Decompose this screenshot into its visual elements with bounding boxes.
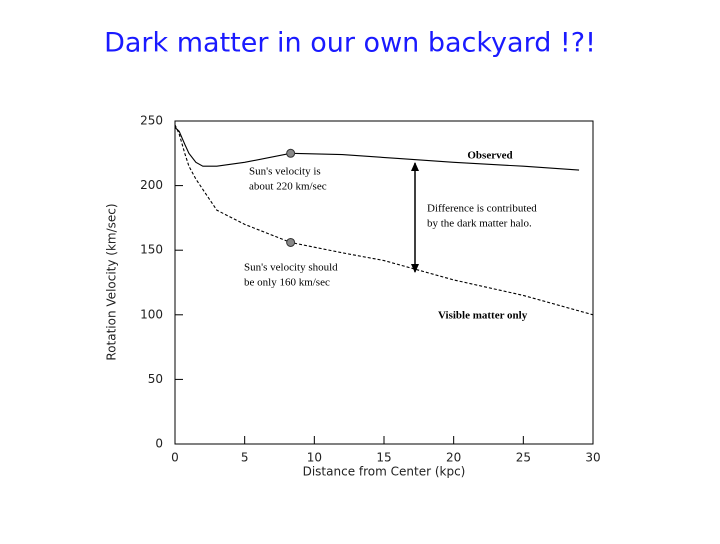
sun-marker xyxy=(286,148,296,158)
y-tick-label: 200 xyxy=(140,178,163,192)
curve xyxy=(174,124,594,316)
y-tick-label: 250 xyxy=(140,114,163,128)
annotation: about 220 km/sec xyxy=(249,181,327,193)
x-tick-label: 5 xyxy=(241,451,249,465)
annotation: be only 160 km/sec xyxy=(244,277,330,289)
y-tick-label: 0 xyxy=(155,437,163,451)
plot-frame xyxy=(174,120,594,445)
annotation: Sun's velocity should xyxy=(244,262,338,274)
slide-title: Dark matter in our own backyard !?! xyxy=(104,28,596,59)
x-tick-label: 15 xyxy=(376,451,391,465)
y-tick-label: 50 xyxy=(148,372,163,386)
curve xyxy=(174,127,580,171)
annotation: Difference is contributed xyxy=(427,203,537,215)
sun-marker xyxy=(286,237,296,247)
x-tick-label: 0 xyxy=(171,451,179,465)
y-tick-label: 100 xyxy=(140,307,163,321)
x-tick-label: 20 xyxy=(446,451,461,465)
y-axis-label: Rotation Velocity (km/sec) xyxy=(105,203,119,360)
annotation: by the dark matter halo. xyxy=(427,218,532,230)
y-tick-label: 150 xyxy=(140,243,163,257)
series-label: Observed xyxy=(467,150,512,162)
x-tick-label: 25 xyxy=(516,451,531,465)
x-tick-label: 10 xyxy=(307,451,322,465)
x-axis-label: Distance from Center (kpc) xyxy=(303,465,466,479)
annotation: Sun's velocity is xyxy=(249,166,321,178)
series-label: Visible matter only xyxy=(438,310,528,322)
x-tick-label: 30 xyxy=(585,451,600,465)
